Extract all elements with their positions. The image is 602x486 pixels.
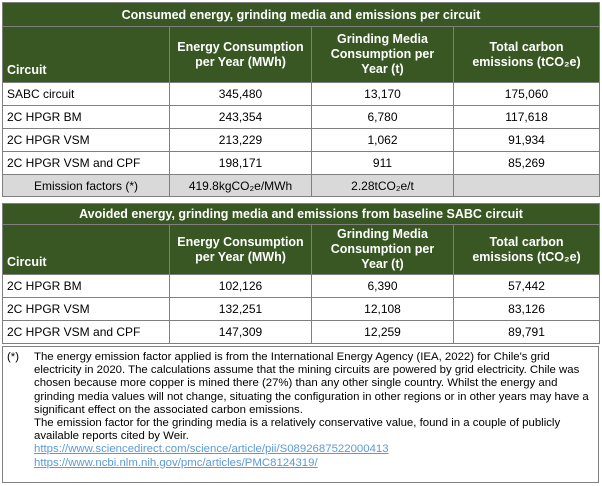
- media-value: 12,259: [311, 320, 454, 344]
- sciencedirect-link[interactable]: https://www.sciencedirect.com/science/ar…: [34, 443, 389, 456]
- circuit-name: 2C HPGR VSM and CPF: [2, 151, 170, 175]
- circuit-name: 2C HPGR BM: [2, 274, 170, 298]
- ncbi-link[interactable]: https://www.ncbi.nlm.nih.gov/pmc/article…: [34, 456, 318, 469]
- energy-emission-factor: 419.8kgCO₂e/MWh: [169, 174, 312, 197]
- table-row: 2C HPGR VSM 213,229 1,062 91,934: [2, 128, 600, 152]
- carbon-value: 57,442: [452, 274, 601, 298]
- circuit-name: 2C HPGR VSM and CPF: [2, 320, 170, 344]
- energy-value: 132,251: [169, 297, 312, 321]
- header-energy: Energy Consumption per Year (MWh): [169, 224, 312, 275]
- circuit-name: SABC circuit: [2, 82, 170, 106]
- circuit-name: 2C HPGR VSM: [2, 128, 170, 152]
- energy-value: 345,480: [169, 82, 312, 106]
- carbon-value: 83,126: [452, 297, 601, 321]
- energy-value: 213,229: [169, 128, 312, 152]
- energy-value: 198,171: [169, 151, 312, 175]
- media-value: 911: [311, 151, 454, 175]
- table-row: 2C HPGR VSM and CPF 147,309 12,259 89,79…: [2, 320, 601, 344]
- media-value: 6,390: [311, 274, 454, 298]
- table-row: SABC circuit 345,480 13,170 175,060: [2, 82, 600, 106]
- carbon-value: 117,618: [453, 105, 600, 129]
- header-grinding-media: Grinding Media Consumption per Year (t): [311, 224, 454, 275]
- table2-header-row: Circuit Energy Consumption per Year (MWh…: [2, 224, 601, 275]
- footnote-paragraph-media: The emission factor for the grinding med…: [34, 417, 561, 443]
- emission-factors-row: Emission factors (*) 419.8kgCO₂e/MWh 2.2…: [2, 174, 600, 197]
- table2-title-row: Avoided energy, grinding media and emiss…: [1, 203, 601, 225]
- media-value: 13,170: [311, 82, 454, 106]
- carbon-value: 91,934: [453, 128, 600, 152]
- media-value: 12,108: [311, 297, 454, 321]
- circuit-name: 2C HPGR BM: [2, 105, 170, 129]
- header-grinding-media: Grinding Media Consumption per Year (t): [311, 26, 454, 83]
- header-carbon: Total carbon emissions (tCO₂e): [452, 224, 601, 275]
- table-row: 2C HPGR BM 102,126 6,390 57,442: [2, 274, 601, 298]
- carbon-value: 175,060: [453, 82, 600, 106]
- avoided-table: Avoided energy, grinding media and emiss…: [1, 203, 601, 344]
- header-circuit: Circuit: [2, 26, 170, 83]
- emission-factors-label: Emission factors (*): [2, 174, 170, 197]
- energy-value: 147,309: [169, 320, 312, 344]
- carbon-emission-factor: [453, 174, 600, 197]
- footnote-marker: (*): [7, 351, 20, 363]
- table1-header-row: Circuit Energy Consumption per Year (MWh…: [2, 26, 600, 83]
- carbon-value: 89,791: [452, 320, 601, 344]
- footnotes: (*) The energy emission factor applied i…: [2, 346, 599, 483]
- table1-title-row: Consumed energy, grinding media and emis…: [2, 2, 600, 27]
- header-carbon: Total carbon emissions (tCO₂e): [453, 26, 600, 83]
- table-row: 2C HPGR VSM and CPF 198,171 911 85,269: [2, 151, 600, 175]
- consumption-table: Consumed energy, grinding media and emis…: [2, 2, 600, 197]
- footnote-paragraph-energy: The energy emission factor applied is fr…: [34, 351, 589, 416]
- carbon-value: 85,269: [453, 151, 600, 175]
- media-value: 6,780: [311, 105, 454, 129]
- energy-value: 102,126: [169, 274, 312, 298]
- media-emission-factor: 2.28tCO₂e/t: [311, 174, 454, 197]
- header-energy: Energy Consumption per Year (MWh): [169, 26, 312, 83]
- circuit-name: 2C HPGR VSM: [2, 297, 170, 321]
- footnote-body: The energy emission factor applied is fr…: [34, 351, 594, 470]
- table-row: 2C HPGR VSM 132,251 12,108 83,126: [2, 297, 601, 321]
- media-value: 1,062: [311, 128, 454, 152]
- header-circuit: Circuit: [2, 224, 170, 275]
- table1-title: Consumed energy, grinding media and emis…: [2, 2, 600, 27]
- table-row: 2C HPGR BM 243,354 6,780 117,618: [2, 105, 600, 129]
- energy-value: 243,354: [169, 105, 312, 129]
- table2-title: Avoided energy, grinding media and emiss…: [1, 203, 601, 225]
